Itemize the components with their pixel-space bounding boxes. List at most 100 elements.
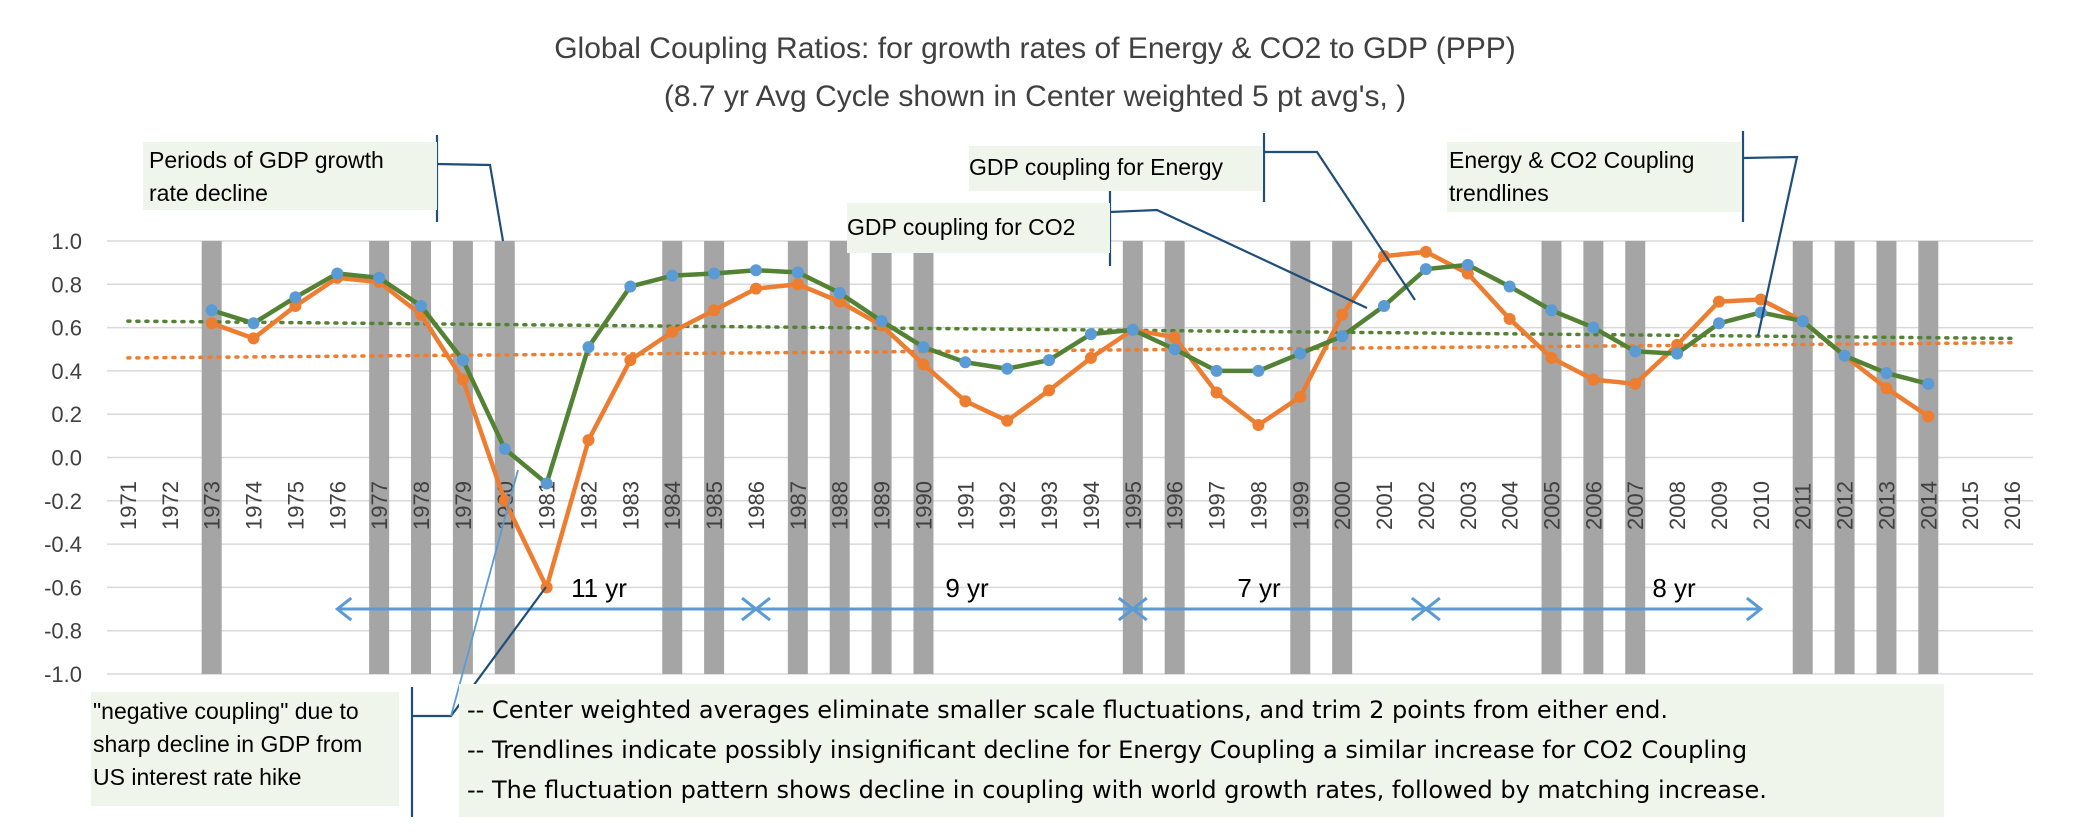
data-point (624, 280, 637, 293)
x-tick-label: 1995 (1121, 481, 1146, 530)
x-tick-label: 1972 (158, 481, 183, 530)
x-tick-label: 1978 (409, 481, 434, 530)
data-point (582, 434, 595, 447)
data-point (959, 395, 972, 408)
data-point (708, 267, 721, 280)
decline-period-bar (662, 241, 683, 674)
trendline (126, 319, 2014, 341)
data-point (415, 299, 428, 312)
x-tick-label: 1977 (367, 481, 392, 530)
x-tick-label: 1987 (786, 481, 811, 530)
decline-period-bar (369, 241, 390, 674)
data-point (1922, 377, 1935, 390)
data-point (1545, 351, 1558, 364)
energy-annotation: GDP coupling for Energy (969, 146, 1263, 191)
data-point (791, 278, 804, 291)
x-tick-label: 1986 (744, 481, 769, 530)
data-point (289, 299, 302, 312)
decline-period-bar (1583, 241, 1604, 674)
energy-annotation-text: GDP coupling for Energy (969, 154, 1223, 180)
y-tick-label: -0.4 (44, 532, 82, 557)
x-tick-label: 2003 (1456, 481, 1481, 530)
negative-coupling-line: sharp decline in GDP from (93, 731, 363, 757)
x-tick-label: 1973 (200, 481, 225, 530)
data-point (791, 266, 804, 279)
decline-period-bar (452, 241, 473, 674)
data-point (1629, 377, 1642, 390)
trendlines-annotation: Energy & CO2 Coupling trendlines (1447, 142, 1742, 212)
data-point (1587, 321, 1600, 334)
x-tick-label: 2004 (1498, 481, 1523, 530)
data-point (1503, 280, 1516, 293)
x-tick-label: 2007 (1623, 481, 1648, 530)
x-tick-label: 1992 (995, 481, 1020, 530)
data-point (1001, 362, 1014, 375)
callout-lines (410, 131, 1799, 817)
data-point (1294, 390, 1307, 403)
trendlines-annotation-line: Energy & CO2 Coupling (1449, 147, 1695, 173)
x-tick-label: 1997 (1205, 481, 1230, 530)
data-point (498, 442, 511, 455)
y-tick-label: 1.0 (51, 229, 82, 254)
data-point (749, 264, 762, 277)
x-tick-label: 2000 (1330, 481, 1355, 530)
data-point (1043, 354, 1056, 367)
callout-co2-leader (1109, 208, 1368, 309)
data-point (1671, 338, 1684, 351)
callout-energy-leader (1264, 150, 1416, 301)
x-tick-label: 2009 (1707, 481, 1732, 530)
data-point (247, 317, 260, 330)
x-tick-label: 1996 (1163, 481, 1188, 530)
notes-box: -- Center weighted averages eliminate sm… (459, 684, 1944, 817)
data-point (1419, 245, 1432, 258)
y-tick-label: 0.4 (51, 359, 82, 384)
x-tick-label: 2013 (1874, 481, 1899, 530)
co2-annotation-text: GDP coupling for CO2 (847, 214, 1076, 240)
x-tick-label: 1993 (1037, 481, 1062, 530)
x-tick-label: 1984 (660, 481, 685, 530)
chart-subtitle: (8.7 yr Avg Cycle shown in Center weight… (663, 80, 1407, 113)
x-tick-label: 1975 (283, 481, 308, 530)
arrow-head-right (1745, 596, 1764, 622)
data-point (1336, 308, 1349, 321)
x-tick-label: 2012 (1833, 481, 1858, 530)
data-point (959, 356, 972, 369)
decline-period-bar (494, 241, 515, 674)
x-tick-label: 2010 (1749, 481, 1774, 530)
series-lines (205, 245, 1935, 594)
data-point (373, 271, 386, 284)
x-tick-label: 2001 (1372, 481, 1397, 530)
x-tick-label: 1979 (451, 481, 476, 530)
x-tick-label: 2005 (1540, 481, 1565, 530)
data-point (1168, 343, 1181, 356)
decline-period-bar (704, 241, 725, 674)
data-point (289, 291, 302, 304)
data-point (1252, 419, 1265, 432)
x-tick-label: 1990 (911, 481, 936, 530)
data-point (1419, 263, 1432, 276)
data-point (1378, 299, 1391, 312)
x-tick-label: 2011 (1791, 483, 1816, 530)
decline-period-bar (829, 241, 850, 674)
negative-coupling-annotation: "negative coupling" due to sharp decline… (91, 692, 399, 806)
co2-annotation: GDP coupling for CO2 (847, 203, 1110, 253)
data-point (1629, 345, 1642, 358)
chart-title: Global Coupling Ratios: for growth rates… (554, 32, 1516, 65)
data-point (1922, 410, 1935, 423)
arrow-head-left (753, 596, 771, 622)
data-point (1210, 386, 1223, 399)
data-point (1043, 384, 1056, 397)
x-tick-label: 1998 (1246, 481, 1271, 530)
periods-annotation-line: Periods of GDP growth (149, 147, 384, 173)
series-line (211, 262, 1929, 486)
data-point (1545, 304, 1558, 317)
data-point (1587, 373, 1600, 386)
x-tick-label: 2008 (1665, 481, 1690, 530)
data-point (540, 477, 553, 490)
data-point (666, 269, 679, 282)
x-tick-label: 1971 (116, 481, 141, 530)
data-point (1838, 349, 1851, 362)
x-tick-label: 1983 (618, 481, 643, 530)
y-tick-label: -0.2 (44, 489, 82, 514)
cycle-arrows: 11 yr 9 yr 7 yr 8 yr (334, 573, 1764, 622)
